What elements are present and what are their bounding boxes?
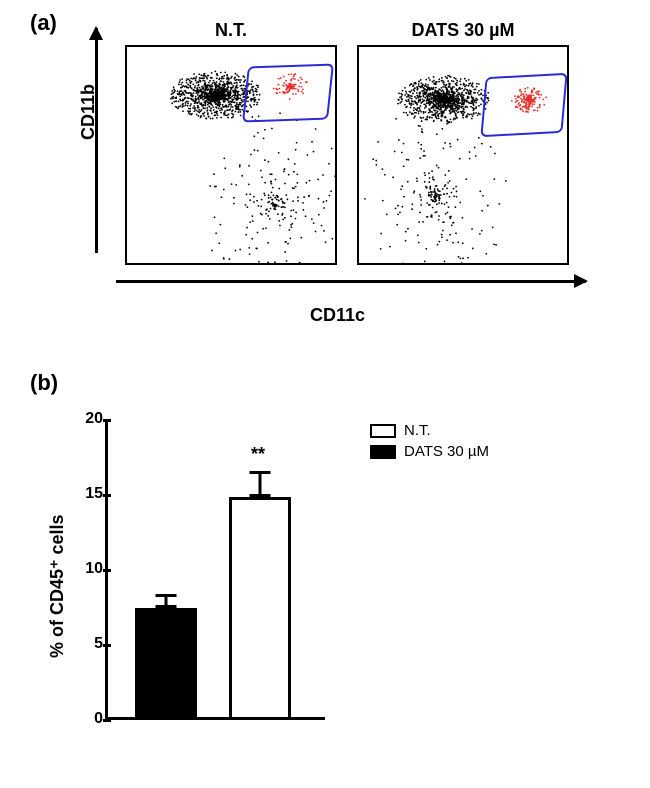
legend-nt: N.T. — [370, 422, 489, 439]
gate-dats — [480, 73, 567, 137]
scatter-title-nt: N.T. — [125, 20, 337, 41]
y-axis-arrow — [95, 28, 98, 253]
legend-swatch-dats — [370, 445, 396, 459]
bars-container: ** — [105, 420, 325, 720]
significance-1: ** — [251, 444, 265, 465]
scatter-dats: 10⁶ 10⁵ 10⁴ 10³ -323 -243 10³ 10⁴ 10⁵ 10… — [357, 45, 569, 265]
legend-label-dats: DATS 30 µM — [404, 443, 489, 460]
legend: N.T. DATS 30 µM — [370, 422, 489, 464]
errorbar-1 — [259, 471, 262, 497]
scatter-title-dats: DATS 30 µM — [357, 20, 569, 41]
panel-b: (b) % of CD45⁺ cells 05101520 ** N.T. DA… — [30, 370, 620, 770]
bar-0 — [135, 608, 197, 721]
scatter-nt-wrap: N.T. 10⁶ 10⁵ 10⁴ 10³ -378 -6700 10³ 10⁴ … — [125, 20, 337, 265]
legend-dats: DATS 30 µM — [370, 443, 489, 460]
bar-chart: % of CD45⁺ cells 05101520 ** — [105, 420, 325, 720]
x-axis-arrow — [116, 280, 586, 283]
errorbar-0 — [165, 594, 168, 608]
panel-a: (a) CD11b CD11c N.T. 10⁶ 10⁵ 10⁴ 10³ -37… — [30, 10, 620, 330]
panel-a-label: (a) — [30, 10, 57, 36]
y-ticks-b: 05101520 — [63, 420, 103, 720]
bar-1 — [229, 497, 291, 721]
gate-nt — [242, 63, 334, 122]
legend-label-nt: N.T. — [404, 422, 431, 439]
legend-swatch-nt — [370, 424, 396, 438]
scatter-area: N.T. 10⁶ 10⁵ 10⁴ 10³ -378 -6700 10³ 10⁴ … — [125, 20, 569, 265]
y-axis-label-a: CD11b — [78, 84, 99, 140]
scatter-dats-wrap: DATS 30 µM 10⁶ 10⁵ 10⁴ 10³ -323 -243 10³… — [357, 20, 569, 265]
panel-b-label: (b) — [30, 370, 58, 396]
scatter-nt: 10⁶ 10⁵ 10⁴ 10³ -378 -6700 10³ 10⁴ 10⁵ 1… — [125, 45, 337, 265]
x-axis-label-a: CD11c — [310, 305, 365, 326]
